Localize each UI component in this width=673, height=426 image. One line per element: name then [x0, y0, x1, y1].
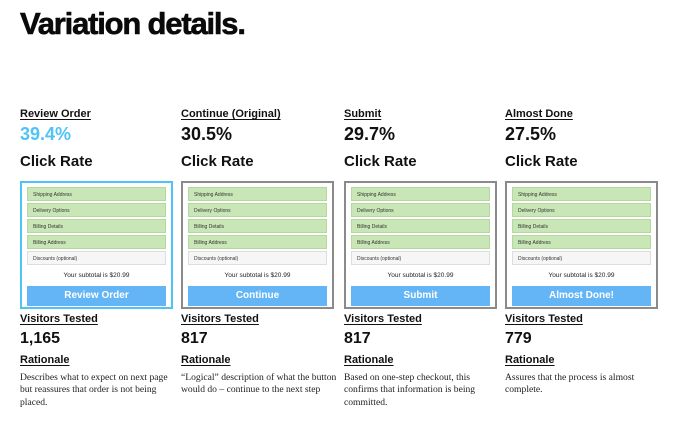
rationale-label: Rationale	[181, 354, 231, 366]
click-rate-label: Click Rate	[344, 153, 417, 170]
field-billing-details: Billing Details	[27, 219, 166, 233]
variation-almost-done: Almost Done 27.5% Click Rate Shipping Ad…	[505, 104, 658, 397]
subtotal-text: Your subtotal is $20.99	[387, 272, 454, 279]
field-discounts: Discounts (optional)	[27, 251, 166, 265]
field-billing-address: Billing Address	[351, 235, 490, 249]
rationale-text: Based on one-step checkout, this confirm…	[344, 372, 476, 408]
field-billing-address: Billing Address	[188, 235, 327, 249]
field-billing-address: Billing Address	[27, 235, 166, 249]
checkout-mockup: Shipping Address Delivery Options Billin…	[344, 181, 497, 309]
field-discounts: Discounts (optional)	[188, 251, 327, 265]
visitors-tested-count: 817	[181, 330, 208, 347]
field-billing-address: Billing Address	[512, 235, 651, 249]
field-delivery-options: Delivery Options	[351, 203, 490, 217]
almost-done-button[interactable]: Almost Done!	[512, 286, 651, 306]
variation-submit: Submit 29.7% Click Rate Shipping Address…	[344, 104, 497, 409]
field-billing-details: Billing Details	[351, 219, 490, 233]
field-billing-details: Billing Details	[188, 219, 327, 233]
field-shipping-address: Shipping Address	[188, 187, 327, 201]
rationale-text: Assures that the process is almost compl…	[505, 372, 635, 396]
variation-name: Submit	[344, 108, 382, 120]
rationale-label: Rationale	[505, 354, 555, 366]
subtotal-text: Your subtotal is $20.99	[63, 272, 130, 279]
continue-button[interactable]: Continue	[188, 286, 327, 306]
click-rate-value: 39.4%	[20, 124, 72, 144]
field-delivery-options: Delivery Options	[27, 203, 166, 217]
field-shipping-address: Shipping Address	[351, 187, 490, 201]
variation-continue-original: Continue (Original) 30.5% Click Rate Shi…	[181, 104, 336, 397]
click-rate-value: 29.7%	[344, 124, 396, 144]
checkout-mockup: Shipping Address Delivery Options Billin…	[20, 181, 173, 309]
page-title: Variation details.	[20, 6, 247, 42]
variation-review-order: Review Order 39.4% Click Rate Shipping A…	[20, 104, 173, 409]
visitors-tested-label: Visitors Tested	[20, 313, 98, 325]
field-discounts: Discounts (optional)	[512, 251, 651, 265]
field-shipping-address: Shipping Address	[27, 187, 166, 201]
variation-name: Almost Done	[505, 108, 573, 120]
field-shipping-address: Shipping Address	[512, 187, 651, 201]
field-delivery-options: Delivery Options	[512, 203, 651, 217]
variation-name: Continue (Original)	[181, 108, 281, 120]
review-order-button[interactable]: Review Order	[27, 286, 166, 306]
rationale-text: “Logical” description of what the button…	[181, 372, 337, 396]
rationale-label: Rationale	[20, 354, 70, 366]
visitors-tested-label: Visitors Tested	[505, 313, 583, 325]
visitors-tested-count: 817	[344, 330, 371, 347]
visitors-tested-label: Visitors Tested	[181, 313, 259, 325]
click-rate-label: Click Rate	[20, 153, 93, 170]
field-delivery-options: Delivery Options	[188, 203, 327, 217]
click-rate-value: 27.5%	[505, 124, 557, 144]
click-rate-label: Click Rate	[505, 153, 578, 170]
checkout-mockup: Shipping Address Delivery Options Billin…	[505, 181, 658, 309]
visitors-tested-label: Visitors Tested	[344, 313, 422, 325]
subtotal-text: Your subtotal is $20.99	[548, 272, 615, 279]
checkout-mockup: Shipping Address Delivery Options Billin…	[181, 181, 334, 309]
field-discounts: Discounts (optional)	[351, 251, 490, 265]
click-rate-value: 30.5%	[181, 124, 233, 144]
field-billing-details: Billing Details	[512, 219, 651, 233]
variation-name: Review Order	[20, 108, 91, 120]
rationale-text: Describes what to expect on next page bu…	[20, 372, 168, 408]
subtotal-text: Your subtotal is $20.99	[224, 272, 291, 279]
visitors-tested-count: 779	[505, 330, 532, 347]
rationale-label: Rationale	[344, 354, 394, 366]
click-rate-label: Click Rate	[181, 153, 254, 170]
submit-button[interactable]: Submit	[351, 286, 490, 306]
visitors-tested-count: 1,165	[20, 330, 61, 347]
